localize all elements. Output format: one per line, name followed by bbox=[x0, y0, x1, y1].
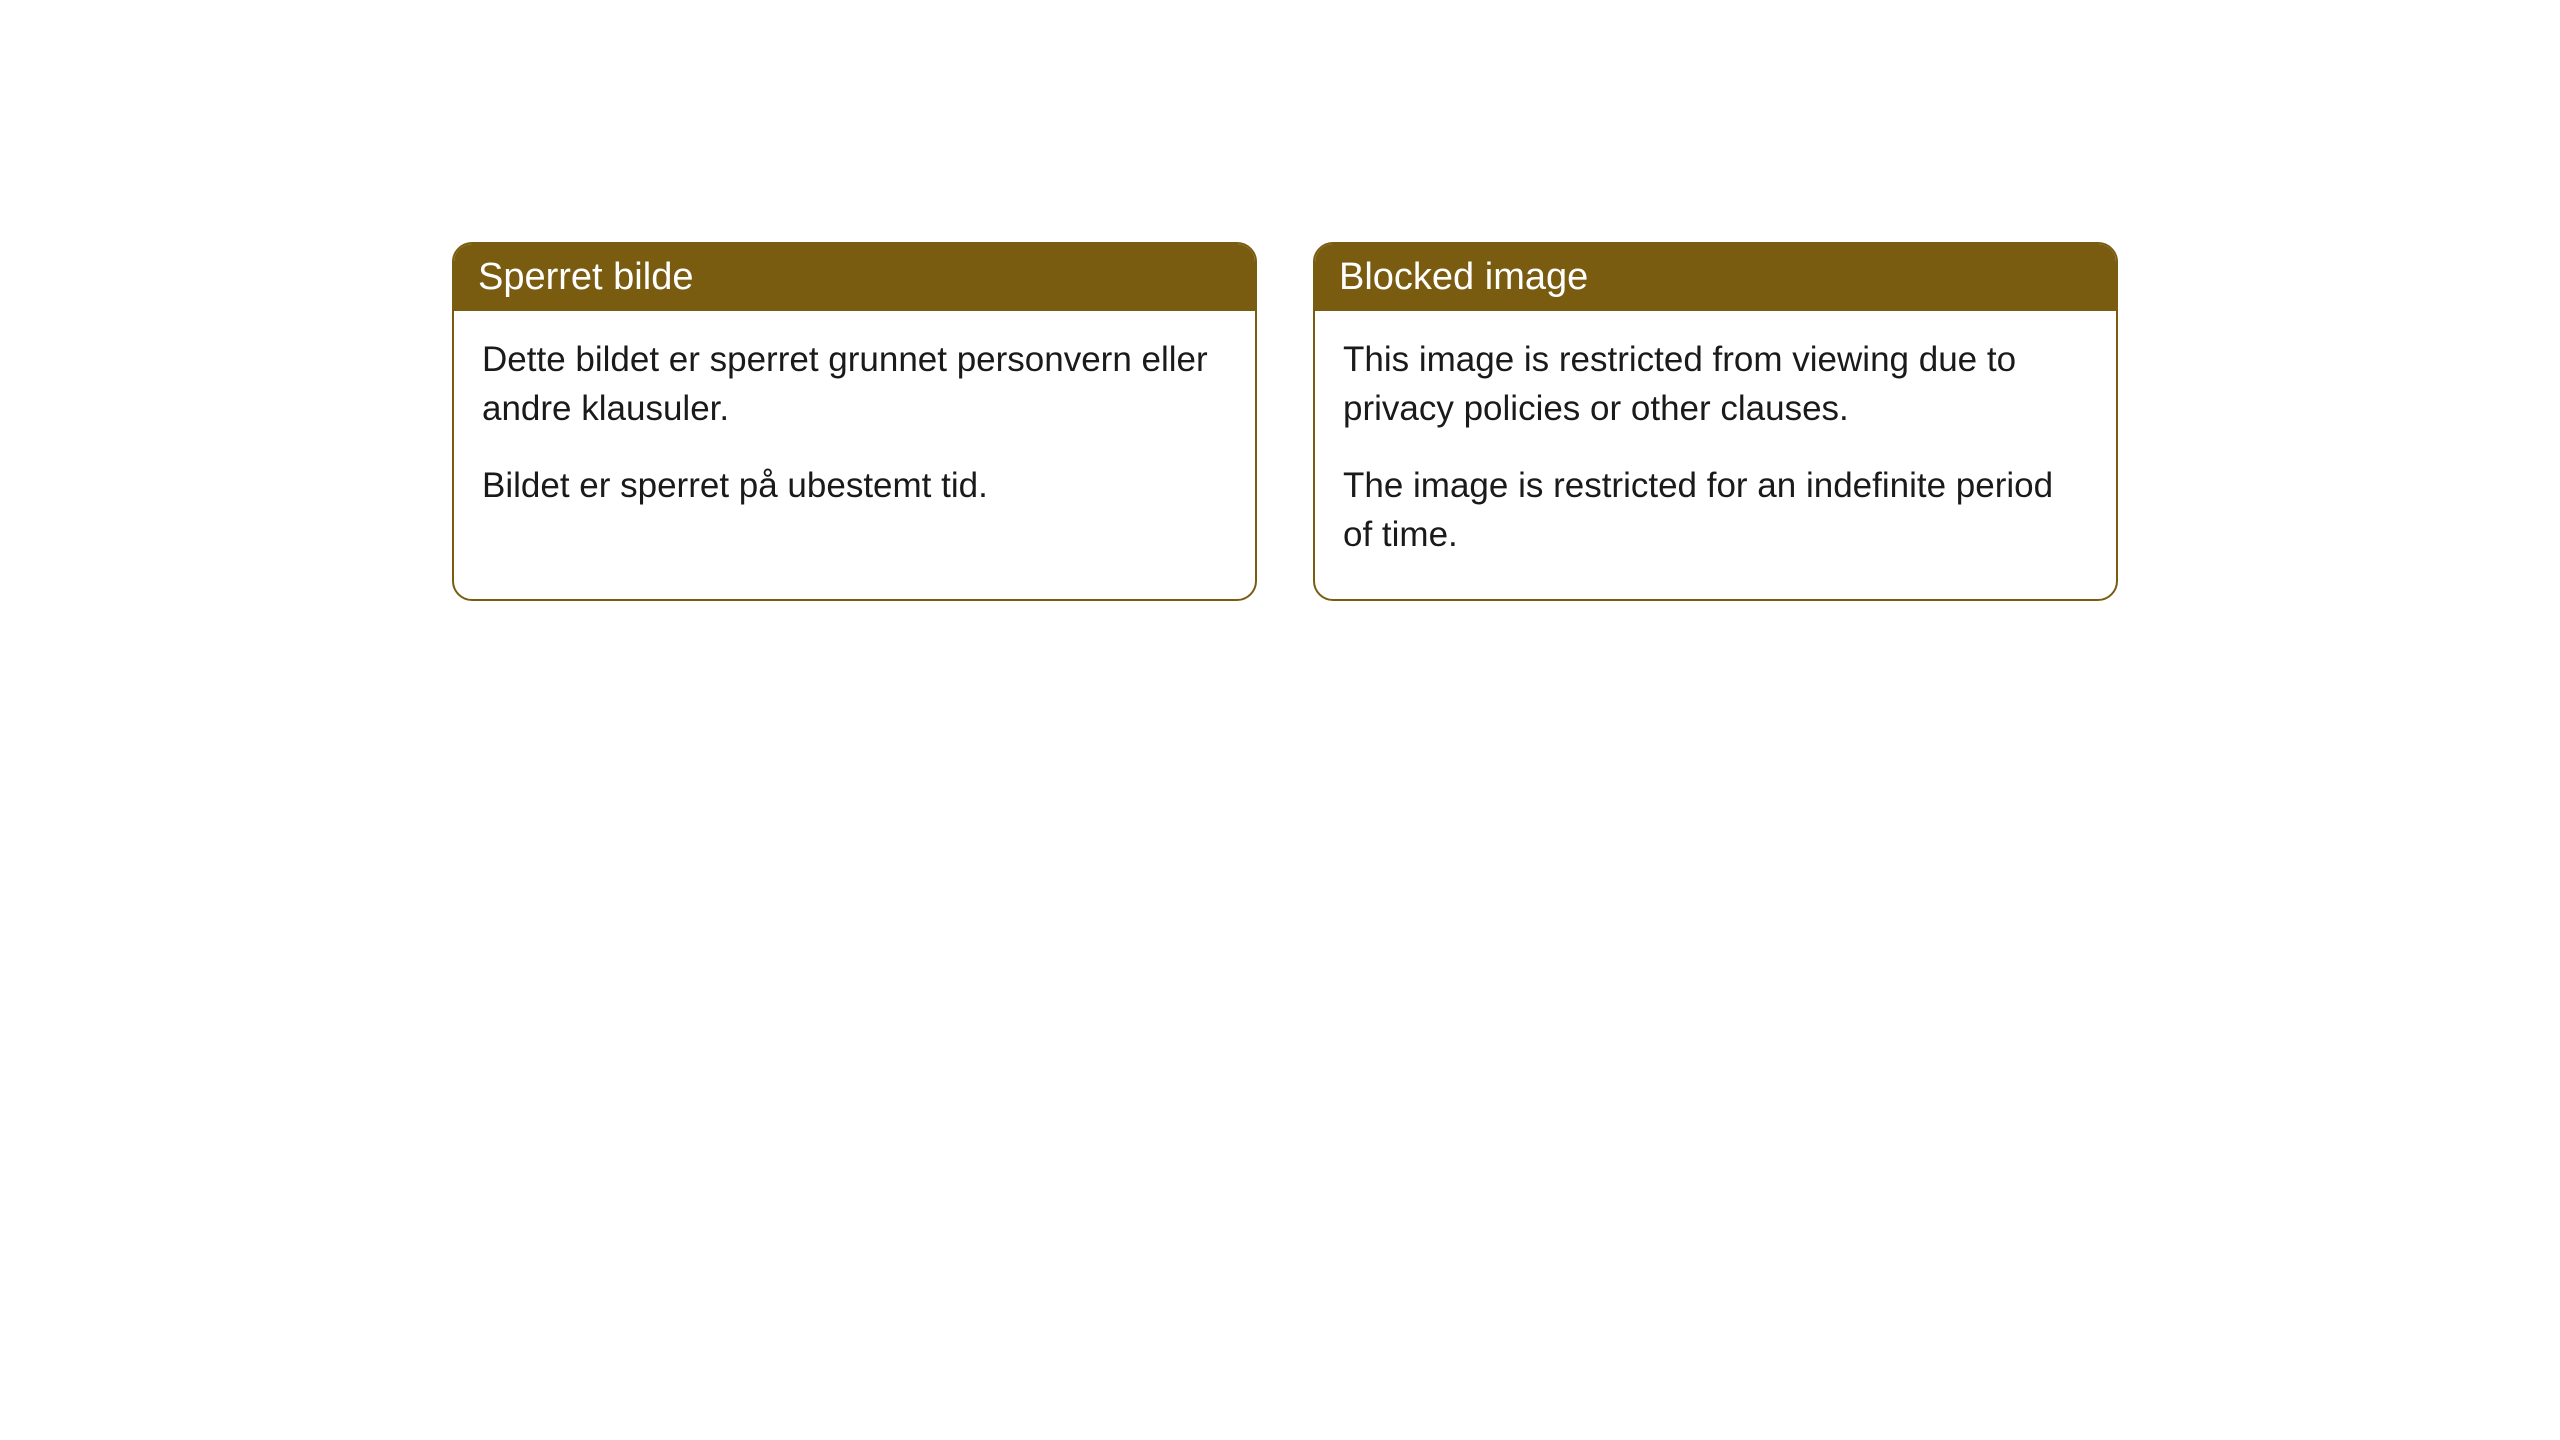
card-header-en: Blocked image bbox=[1315, 244, 2116, 311]
card-body-no: Dette bildet er sperret grunnet personve… bbox=[454, 311, 1255, 550]
blocked-image-card-no: Sperret bilde Dette bildet er sperret gr… bbox=[452, 242, 1257, 601]
card-header-no: Sperret bilde bbox=[454, 244, 1255, 311]
cards-container: Sperret bilde Dette bildet er sperret gr… bbox=[452, 242, 2118, 601]
card-title-en: Blocked image bbox=[1339, 256, 1588, 298]
card-paragraph-2-no: Bildet er sperret på ubestemt tid. bbox=[482, 461, 1227, 510]
blocked-image-card-en: Blocked image This image is restricted f… bbox=[1313, 242, 2118, 601]
card-paragraph-2-en: The image is restricted for an indefinit… bbox=[1343, 461, 2088, 559]
card-title-no: Sperret bilde bbox=[478, 256, 693, 298]
card-paragraph-1-no: Dette bildet er sperret grunnet personve… bbox=[482, 335, 1227, 433]
card-paragraph-1-en: This image is restricted from viewing du… bbox=[1343, 335, 2088, 433]
card-body-en: This image is restricted from viewing du… bbox=[1315, 311, 2116, 599]
